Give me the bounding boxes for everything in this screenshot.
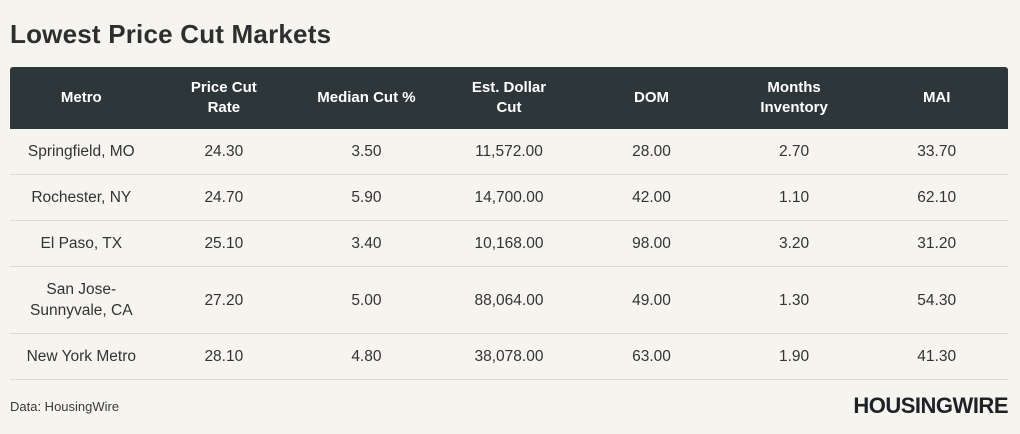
cell-metro: Rochester, NY — [10, 174, 153, 221]
cell-median-cut: 5.90 — [295, 174, 438, 221]
cell-metro: New York Metro — [10, 333, 153, 380]
cell-est-dollar-cut: 11,572.00 — [437, 129, 581, 175]
housingwire-logo: HOUSINGWIRE — [853, 393, 1008, 418]
cell-median-cut: 3.50 — [295, 129, 438, 175]
column-header-dom: DOM — [580, 67, 723, 129]
cell-mai: 54.30 — [865, 266, 1008, 334]
cell-mai: 31.20 — [865, 220, 1008, 267]
data-source-note: Data: HousingWire — [10, 398, 120, 414]
page-title: Lowest Price Cut Markets — [10, 19, 332, 49]
table-row: El Paso, TX 25.10 3.40 10,168.00 98.00 3… — [10, 220, 1008, 267]
cell-est-dollar-cut: 14,700.00 — [437, 174, 581, 221]
table-header: Metro Price Cut Rate Median Cut % Est. D… — [10, 67, 1008, 129]
column-header-median-cut: Median Cut % — [295, 67, 438, 129]
cell-dom: 49.00 — [580, 266, 723, 334]
cell-mai: 62.10 — [865, 174, 1008, 221]
table-row: Springfield, MO 24.30 3.50 11,572.00 28.… — [10, 129, 1008, 175]
footer: Data: HousingWire HOUSINGWIRE — [10, 393, 1008, 419]
cell-months-inventory: 1.90 — [722, 333, 866, 380]
cell-metro: San Jose- Sunnyvale, CA — [10, 266, 153, 334]
cell-dom: 42.00 — [580, 174, 723, 221]
cell-months-inventory: 1.10 — [722, 174, 866, 221]
cell-median-cut: 4.80 — [295, 333, 438, 380]
column-header-months-inventory: Months Inventory — [722, 67, 866, 129]
cell-dom: 98.00 — [580, 220, 723, 267]
cell-months-inventory: 3.20 — [722, 220, 866, 267]
cell-est-dollar-cut: 38,078.00 — [437, 333, 581, 380]
table-row: New York Metro 28.10 4.80 38,078.00 63.0… — [10, 333, 1008, 380]
cell-mai: 33.70 — [865, 129, 1008, 175]
table-row: San Jose- Sunnyvale, CA 27.20 5.00 88,06… — [10, 266, 1008, 334]
cell-median-cut: 5.00 — [295, 266, 438, 334]
cell-median-cut: 3.40 — [295, 220, 438, 267]
table-header-row: Metro Price Cut Rate Median Cut % Est. D… — [10, 67, 1008, 129]
column-header-price-cut-rate: Price Cut Rate — [152, 67, 296, 129]
cell-metro: El Paso, TX — [10, 220, 153, 267]
column-header-est-dollar-cut: Est. Dollar Cut — [437, 67, 581, 129]
cell-months-inventory: 1.30 — [722, 266, 866, 334]
column-header-metro: Metro — [10, 67, 153, 129]
cell-price-cut-rate: 24.70 — [152, 174, 296, 221]
cell-dom: 28.00 — [580, 129, 723, 175]
price-cut-table: Metro Price Cut Rate Median Cut % Est. D… — [10, 67, 1008, 380]
cell-price-cut-rate: 27.20 — [152, 266, 296, 334]
cell-est-dollar-cut: 10,168.00 — [437, 220, 581, 267]
cell-dom: 63.00 — [580, 333, 723, 380]
cell-mai: 41.30 — [865, 333, 1008, 380]
cell-est-dollar-cut: 88,064.00 — [437, 266, 581, 334]
column-header-mai: MAI — [865, 67, 1008, 129]
table-row: Rochester, NY 24.70 5.90 14,700.00 42.00… — [10, 174, 1008, 221]
cell-price-cut-rate: 25.10 — [152, 220, 296, 267]
cell-price-cut-rate: 28.10 — [152, 333, 296, 380]
cell-price-cut-rate: 24.30 — [152, 129, 296, 175]
cell-metro: Springfield, MO — [10, 129, 153, 175]
cell-months-inventory: 2.70 — [722, 129, 866, 175]
table-body: Springfield, MO 24.30 3.50 11,572.00 28.… — [10, 129, 1008, 380]
